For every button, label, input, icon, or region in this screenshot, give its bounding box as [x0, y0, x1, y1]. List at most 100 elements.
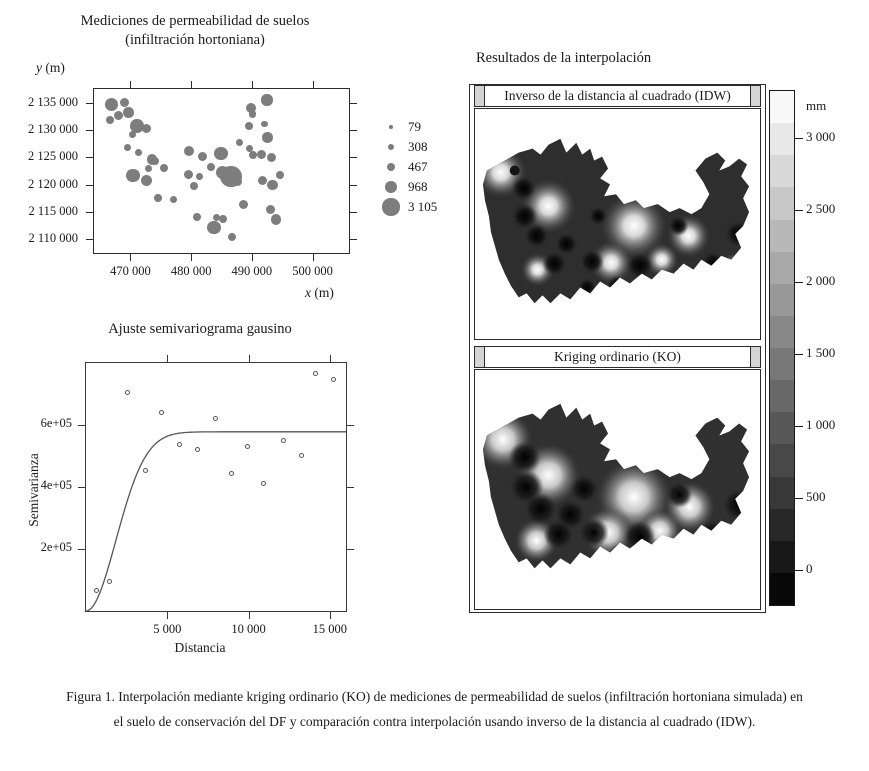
bubble-marker — [170, 196, 177, 204]
bubble-y-tick — [86, 102, 93, 104]
bubble-marker — [261, 120, 269, 128]
map-idw-surface — [482, 138, 750, 304]
bubble-y-tick-label: 2 115 000 — [28, 204, 78, 218]
bubble-marker — [196, 172, 204, 180]
colorbar-tick-label: 500 — [806, 488, 826, 504]
bubble-marker — [104, 97, 119, 112]
bubble-marker — [207, 162, 216, 171]
bubble-y-tick — [86, 212, 93, 213]
bubble-marker — [207, 220, 221, 235]
figure-caption: Figura 1. Interpolación mediante kriging… — [66, 689, 803, 729]
legend-label: 3 105 — [408, 199, 438, 214]
colorbar-band — [770, 412, 794, 445]
colorbar-band — [770, 123, 794, 156]
bubble-marker — [140, 174, 152, 186]
strip-header-idw: Inverso de la distancia al cuadrado (IDW… — [474, 85, 761, 107]
semivariogram-x-tick — [248, 612, 250, 619]
bubble-marker — [246, 102, 257, 114]
bubble-marker — [249, 150, 257, 159]
semivariogram-y-tick — [78, 487, 85, 488]
colorbar-tick — [795, 425, 803, 427]
semivariogram-x-tick — [167, 355, 169, 362]
bubble-y-tick — [350, 212, 357, 213]
bubble-y-tick-label: 2 125 000 — [28, 149, 78, 164]
bubble-y-tick — [86, 239, 93, 241]
legend-label: 467 — [408, 159, 428, 174]
semivariogram-x-tick — [167, 612, 169, 619]
bubble-x-axis-label: x (m) — [305, 285, 334, 300]
map-idw — [474, 108, 761, 340]
semivariogram-y-tick-label: 2e+05 — [40, 540, 72, 554]
bubble-marker — [141, 124, 151, 134]
bubble-plot-title: Mediciones de permeabilidad de suelos (i… — [30, 12, 360, 50]
legend-row: 968 — [378, 178, 453, 196]
bubble-marker — [275, 170, 284, 179]
semivariogram-point — [194, 446, 200, 452]
legend-bubble-icon — [378, 138, 404, 156]
semivariogram-point — [142, 467, 148, 473]
colorbar-band — [770, 251, 794, 284]
bubble-marker — [105, 115, 114, 124]
semivariogram-point — [298, 453, 304, 459]
bubble-marker — [257, 149, 267, 159]
strip-end-right-icon-2 — [750, 347, 760, 367]
colorbar-tick-label: 2 000 — [806, 272, 836, 288]
bubble-plot-panel: Mediciones de permeabilidad de suelos (i… — [0, 0, 455, 310]
semivariogram-point — [93, 588, 99, 594]
colorbar-tick-label: 0 — [806, 560, 813, 576]
semivariogram-x-tick — [329, 355, 331, 362]
colorbar-tick — [795, 569, 803, 571]
semivariogram-point — [212, 415, 218, 421]
bubble-marker — [270, 214, 282, 225]
legend-row: 79 — [378, 118, 453, 136]
bubble-marker — [267, 180, 278, 191]
bubble-marker — [261, 94, 273, 106]
colorbar-band — [770, 572, 794, 605]
bubble-marker — [126, 168, 140, 183]
semivariogram-x-tick — [248, 355, 250, 362]
legend-bubble-icon — [378, 118, 404, 136]
legend-label: 968 — [408, 179, 428, 194]
strip-end-left-icon — [475, 86, 485, 106]
semivariogram-y-tick-label: 6e+05 — [40, 416, 72, 430]
bubble-x-tick — [251, 81, 253, 88]
colorbar-band — [770, 283, 794, 316]
colorbar-tick — [795, 497, 803, 499]
map-ko-surface — [482, 403, 750, 569]
colorbar-band — [770, 91, 794, 124]
semivariogram-x-tick — [329, 612, 331, 619]
bubble-y-tick — [86, 130, 93, 131]
bubble-marker — [123, 144, 131, 151]
bubble-x-tick — [191, 81, 193, 88]
colorbar-band — [770, 348, 794, 381]
semivariogram-point — [124, 389, 130, 395]
semivariogram-point — [280, 438, 286, 444]
semivariogram-x-tick-label: 10 000 — [231, 622, 266, 636]
bubble-marker — [245, 145, 253, 153]
bubble-marker — [236, 139, 244, 147]
bubble-marker — [183, 169, 193, 179]
colorbar-tick — [795, 281, 803, 283]
semivariogram-y-tick — [78, 425, 85, 426]
semivariogram-point — [245, 443, 250, 449]
bubble-marker — [218, 215, 227, 224]
colorbar-tick-label: 1 000 — [806, 416, 836, 432]
bubble-marker — [114, 111, 124, 121]
bubble-marker — [233, 177, 243, 187]
bubble-y-tick — [350, 157, 357, 159]
bubble-x-tick-label: 480 000 — [170, 264, 212, 278]
semivariogram-y-tick — [347, 549, 354, 550]
bubble-y-tick — [350, 239, 357, 241]
semivariogram-point — [228, 470, 234, 476]
legend-bubble-icon — [378, 158, 404, 176]
bubble-x-tick-label: 490 000 — [231, 264, 273, 278]
bubble-marker — [245, 121, 254, 130]
colorbar-band — [770, 540, 794, 573]
bubble-marker — [214, 146, 228, 161]
strip-header-ko: Kriging ordinario (KO) — [474, 346, 761, 368]
semivariogram-panel: Ajuste semivariograma gausino Semivarian… — [0, 312, 455, 672]
map-ko — [474, 369, 761, 610]
bubble-y-tick — [86, 184, 93, 186]
semivariogram-x-tick-label: 5 000 — [153, 622, 182, 636]
semivariogram-plot-area — [85, 362, 347, 612]
